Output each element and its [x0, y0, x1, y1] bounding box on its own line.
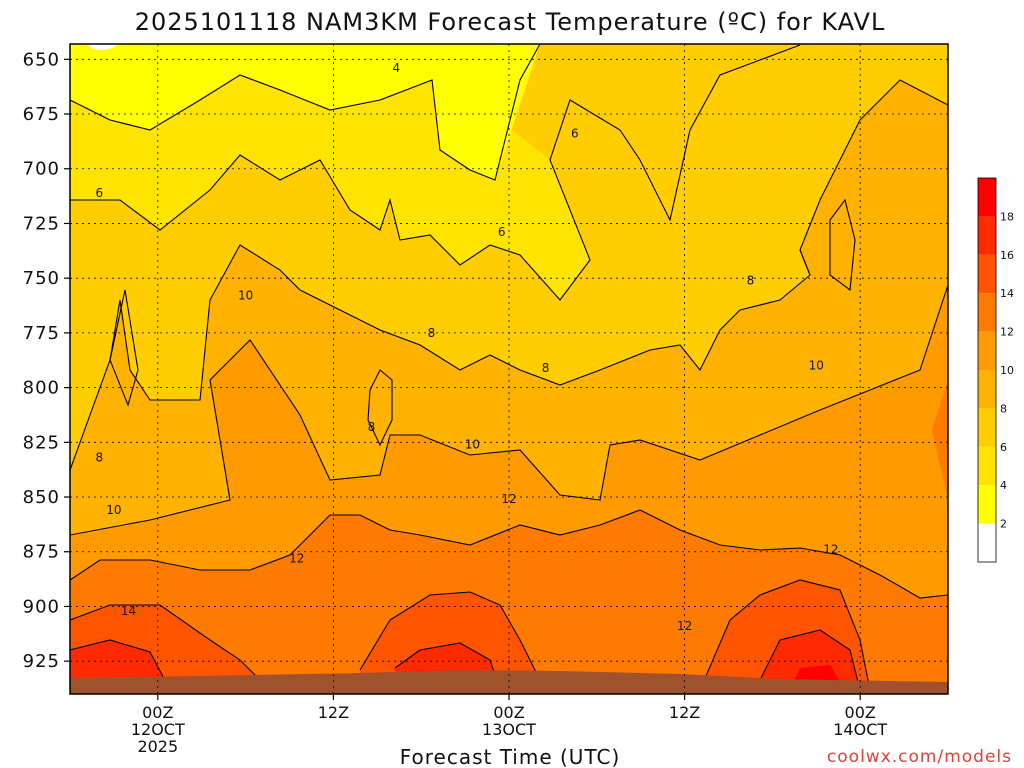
contour-labels: 4 6 6 6 8 8 8 8 8 10 10 10 10 12 12 12 12 14 [95, 61, 838, 633]
y-tick-label: 775 [23, 323, 60, 344]
x-tick-label: 00Z [493, 703, 524, 722]
colorbar-label: 8 [1000, 402, 1007, 415]
y-tick-label: 700 [23, 159, 60, 180]
contour-label: 10 [809, 359, 824, 373]
colorbar-label: 14 [1000, 287, 1014, 300]
plot-area [70, 44, 948, 694]
y-tick-label: 850 [23, 487, 60, 508]
colorbar-swatch [978, 178, 996, 217]
y-tick-label: 875 [23, 542, 60, 563]
contour-label: 10 [238, 289, 253, 303]
contour-label: 6 [95, 186, 103, 200]
y-tick-label: 650 [23, 49, 60, 70]
band-8-10-right-edge [932, 380, 948, 500]
y-tick-label: 800 [23, 378, 60, 399]
colorbar-swatch [978, 331, 996, 370]
contour-label: 14 [121, 604, 136, 618]
chart-title: 2025101118 NAM3KM Forecast Temperature (… [135, 8, 886, 36]
colorbar-swatch [978, 370, 996, 409]
y-tick-label: 900 [23, 596, 60, 617]
x-tick-label: 12Z [318, 703, 349, 722]
colorbar-frame [977, 177, 997, 563]
band-2-4 [70, 44, 540, 180]
x-tick-label: 12Z [669, 703, 700, 722]
colorbar-label: 16 [1000, 249, 1014, 262]
contour-label: 12 [823, 543, 838, 557]
contour-16 [70, 629, 861, 691]
colorbar-swatch [978, 216, 996, 255]
colorbar-swatch [978, 254, 996, 294]
contour-label: 10 [106, 503, 121, 517]
contour-label: 8 [747, 273, 755, 287]
x-tick-label: 00Z [142, 703, 173, 722]
contour-label: 8 [95, 451, 103, 465]
x-tick-label: 00Z [845, 703, 876, 722]
colorbar-swatch [978, 523, 996, 562]
y-tick-label: 925 [23, 651, 60, 672]
colorbar-label: 2 [1000, 518, 1007, 531]
contour-label: 4 [393, 61, 401, 75]
colorbar-swatch [978, 293, 996, 332]
contour-10 [70, 284, 948, 536]
credit-text: coolwx.com/models [827, 747, 1012, 767]
x-tick-label: 2025 [137, 737, 178, 756]
y-tick-label: 725 [23, 213, 60, 234]
colorbar-label: 12 [1000, 326, 1014, 339]
contour-label: 12 [501, 492, 516, 506]
y-tick-label: 825 [23, 432, 60, 453]
y-tick-label: 750 [23, 268, 60, 289]
colorbar-swatch [978, 446, 996, 486]
contour-4 [70, 44, 541, 181]
contour-label: 6 [498, 225, 506, 239]
y-axis: 650 675 700 725 750 775 800 825 850 875 900 925 [23, 49, 70, 672]
contour-label: 8 [428, 326, 436, 340]
contour-8-island [367, 369, 393, 447]
x-tick-label: 12OCT [131, 720, 185, 739]
x-tick-label: 13OCT [482, 720, 536, 739]
y-tick-label: 675 [23, 104, 60, 125]
contour-label: 12 [289, 551, 304, 565]
colorbar-label: 6 [1000, 441, 1007, 454]
contour-label: 8 [542, 361, 550, 375]
contour-6-island [109, 289, 139, 407]
colorbar-label: 10 [1000, 364, 1014, 377]
x-axis-label: Forecast Time (UTC) [400, 745, 621, 768]
contour-label: 8 [368, 420, 376, 434]
contour-label: 6 [571, 127, 579, 141]
contour-label: 12 [677, 619, 692, 633]
colorbar-label: 18 [1000, 210, 1014, 223]
white-blob [88, 44, 118, 50]
x-tick-label: 14OCT [833, 720, 887, 739]
colorbar: 2 4 6 8 10 12 14 16 18 [977, 177, 1014, 563]
contour-lines [70, 44, 948, 691]
contour-label: 10 [465, 438, 480, 452]
colorbar-label: 4 [1000, 479, 1007, 492]
colorbar-swatch [978, 408, 996, 447]
contour-8 [70, 198, 856, 471]
colorbar-swatch [978, 485, 996, 524]
grid [70, 44, 948, 694]
contour-12 [70, 509, 948, 599]
